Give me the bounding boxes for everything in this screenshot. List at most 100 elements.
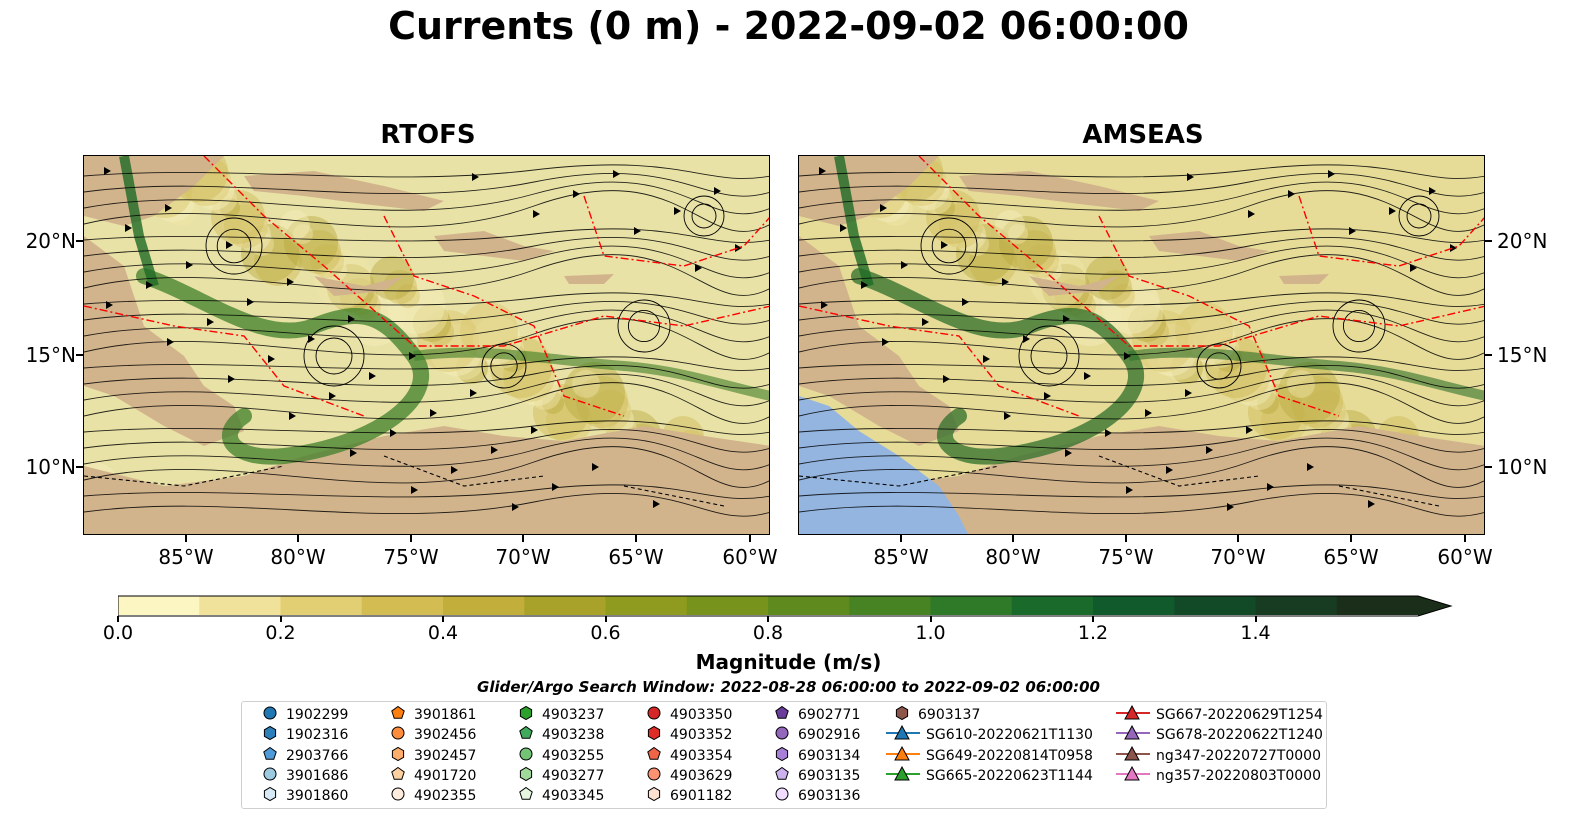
speed-texture: [284, 216, 338, 270]
lon-tick-label: 85°W: [873, 545, 929, 569]
speed-texture: [207, 184, 237, 214]
streamline-arrow: [1124, 352, 1131, 360]
legend-label: 3901686: [286, 767, 349, 784]
streamline: [84, 301, 769, 325]
colorbar-extend-arrow: [1418, 596, 1451, 616]
speed-texture: [572, 370, 600, 398]
land-cuba: [244, 171, 444, 211]
speed-texture: [1111, 284, 1135, 308]
colorbar-segment: [605, 596, 688, 615]
streamline-arrow: [409, 352, 416, 360]
streamline-arrow: [552, 483, 559, 491]
legend-marker-icon: [647, 767, 661, 781]
eez-boundary: [1098, 215, 1340, 417]
eez-boundary: [799, 305, 1080, 417]
streamline-arrow: [695, 264, 702, 272]
marker-circle: [263, 767, 277, 781]
eddy-streamline: [1398, 195, 1440, 237]
streamline: [799, 437, 1484, 471]
eddy-streamline: [1332, 299, 1386, 353]
lon-tick-label: 65°W: [1323, 545, 1379, 569]
legend-label: 6902916: [798, 727, 861, 744]
streamline-arrow: [1450, 244, 1457, 252]
legend-marker-icon: [1116, 745, 1150, 761]
colorbar-segment: [443, 596, 525, 615]
streamline: [84, 254, 769, 296]
marker-triangle: [1124, 725, 1140, 740]
legend-label: SG667-20220629T1254: [1156, 707, 1323, 723]
streamline-arrow: [1368, 500, 1375, 508]
streamline-arrow: [861, 281, 868, 289]
marker-pentagon: [519, 726, 533, 740]
speed-texture: [995, 210, 1025, 240]
speed-texture: [999, 216, 1053, 270]
legend-label: 4901720: [414, 767, 477, 784]
colorbar-tick-label: 0.6: [590, 622, 621, 644]
streamline-arrow: [592, 463, 599, 471]
legend-label: ng357-20220803T0000: [1156, 767, 1321, 784]
marker-circle: [647, 706, 661, 720]
speed-texture: [935, 198, 955, 218]
eez-boundary: [383, 215, 625, 417]
streamline-arrow: [491, 446, 498, 454]
streamline-arrow: [512, 503, 519, 511]
streamline-arrow: [1084, 372, 1091, 380]
streamline: [799, 237, 1484, 261]
legend-label: SG678-20220622T1240: [1156, 727, 1323, 744]
speed-texture: [1038, 258, 1062, 282]
lat-tick: [76, 240, 83, 242]
legend-label: 1902299: [286, 707, 349, 723]
streamline-arrow: [1206, 446, 1213, 454]
map-panel-rtofs[interactable]: [83, 155, 770, 535]
streamline-arrow: [350, 449, 357, 457]
legend-marker-icon: [263, 767, 277, 781]
colorbar-tick-label: 0.0: [102, 622, 134, 644]
streamline-arrow: [1307, 463, 1314, 471]
colorbar-tick: [279, 616, 282, 622]
lon-tick: [1012, 535, 1014, 542]
streamline: [84, 245, 769, 279]
streamline-arrow: [819, 167, 826, 175]
map-panel-amseas[interactable]: [798, 155, 1485, 535]
speed-texture: [400, 290, 448, 338]
speed-texture: [396, 284, 420, 308]
legend-label: 2903766: [286, 747, 349, 764]
land-central-america: [799, 236, 959, 446]
land-cuba: [959, 171, 1159, 211]
streamline: [84, 429, 769, 453]
colorbar-segment: [199, 596, 281, 615]
lon-tick: [635, 535, 637, 542]
streamline-arrow: [1105, 429, 1112, 437]
streamline-arrow: [125, 224, 132, 232]
streamline: [84, 356, 769, 371]
lon-tick-label: 70°W: [495, 545, 551, 569]
streamline: [84, 181, 769, 215]
legend-marker-icon: [519, 766, 533, 781]
marker-hexagon: [519, 766, 533, 781]
streamline-arrow: [470, 389, 477, 397]
colorbar-segment: [1093, 596, 1175, 615]
speed-texture: [1257, 392, 1279, 414]
streamline: [84, 373, 769, 407]
speed-texture: [456, 352, 488, 384]
legend-marker-icon: [775, 746, 789, 761]
legend-marker-icon: [647, 706, 661, 720]
speed-texture: [542, 392, 564, 414]
marker-circle: [775, 726, 789, 740]
streamline-arrow: [1185, 389, 1192, 397]
legend-marker-icon: [775, 726, 789, 740]
marker-triangle: [1124, 745, 1140, 761]
streamline: [84, 318, 769, 360]
streamline-arrow: [1145, 409, 1152, 417]
legend-label: 3901861: [414, 707, 477, 723]
colorbar-segment: [1011, 596, 1094, 615]
pacific-ocean: [799, 396, 968, 534]
eddy-streamline: [683, 195, 725, 237]
lat-tick: [1485, 240, 1492, 242]
lon-tick: [1237, 535, 1239, 542]
legend-marker-icon: [519, 787, 533, 800]
legend-label: 4903277: [542, 767, 605, 784]
eez-boundary: [84, 305, 365, 417]
map-canvas-rtofs: [84, 156, 769, 534]
colorbar-tick: [1092, 616, 1094, 622]
